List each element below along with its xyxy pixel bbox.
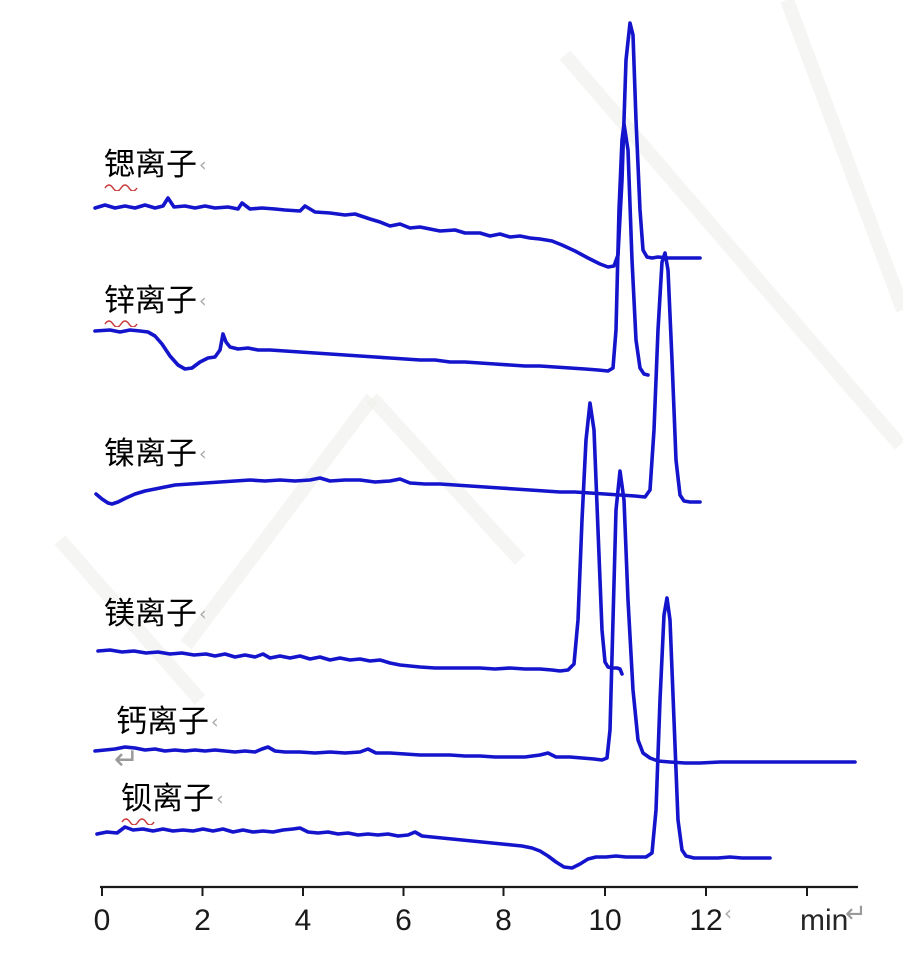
- axis-tick-label-12: 12: [689, 904, 722, 937]
- trace-label-calcium: 钙离子 ‹: [116, 704, 219, 739]
- format-mark-icon: ‹: [211, 711, 219, 733]
- trace-zinc: [93, 122, 650, 377]
- axis-tick-label-6: 6: [395, 904, 412, 937]
- paragraph-return-mark-icon: ↵: [114, 742, 140, 777]
- trace-label-strontium: 锶离子 ‹: [104, 147, 207, 191]
- spellcheck-squiggle-icon: [121, 818, 155, 825]
- format-mark-icon: ‹: [199, 154, 207, 176]
- trace-label-nickel: 镍离子 ‹: [104, 436, 207, 471]
- trace-strontium: [93, 21, 702, 269]
- format-mark-icon: ‹: [199, 443, 207, 465]
- trace-barium: [95, 596, 772, 870]
- axis-tick-label-4: 4: [295, 904, 312, 937]
- watermark: [54, 0, 903, 705]
- trace-label-barium: 钡离子 ‹: [121, 781, 224, 825]
- axis-line-break-mark-icon: ‹: [724, 901, 732, 925]
- spellcheck-squiggle-icon: [104, 320, 138, 327]
- trace-label-zinc: 锌离子 ‹: [104, 283, 207, 327]
- spellcheck-squiggle-icon: [104, 184, 138, 191]
- axis-tick-label-0: 0: [94, 904, 111, 937]
- format-mark-icon: ‹: [199, 603, 207, 625]
- axis-tick-label-8: 8: [495, 904, 512, 937]
- axis-tick-label-2: 2: [194, 904, 211, 937]
- trace-magnesium: [96, 401, 624, 676]
- axis-unit-label: min: [800, 904, 848, 937]
- trace-nickel: [94, 251, 702, 506]
- axis-tick-label-10: 10: [588, 904, 621, 937]
- x-axis: 0 2 4 6 8 10 12 min: [94, 885, 858, 937]
- trace-label-magnesium: 镁离子 ‹: [104, 596, 207, 631]
- format-mark-icon: ‹: [216, 788, 224, 810]
- format-mark-icon: ‹: [199, 290, 207, 312]
- min-return-mark-icon: ↵: [845, 899, 867, 929]
